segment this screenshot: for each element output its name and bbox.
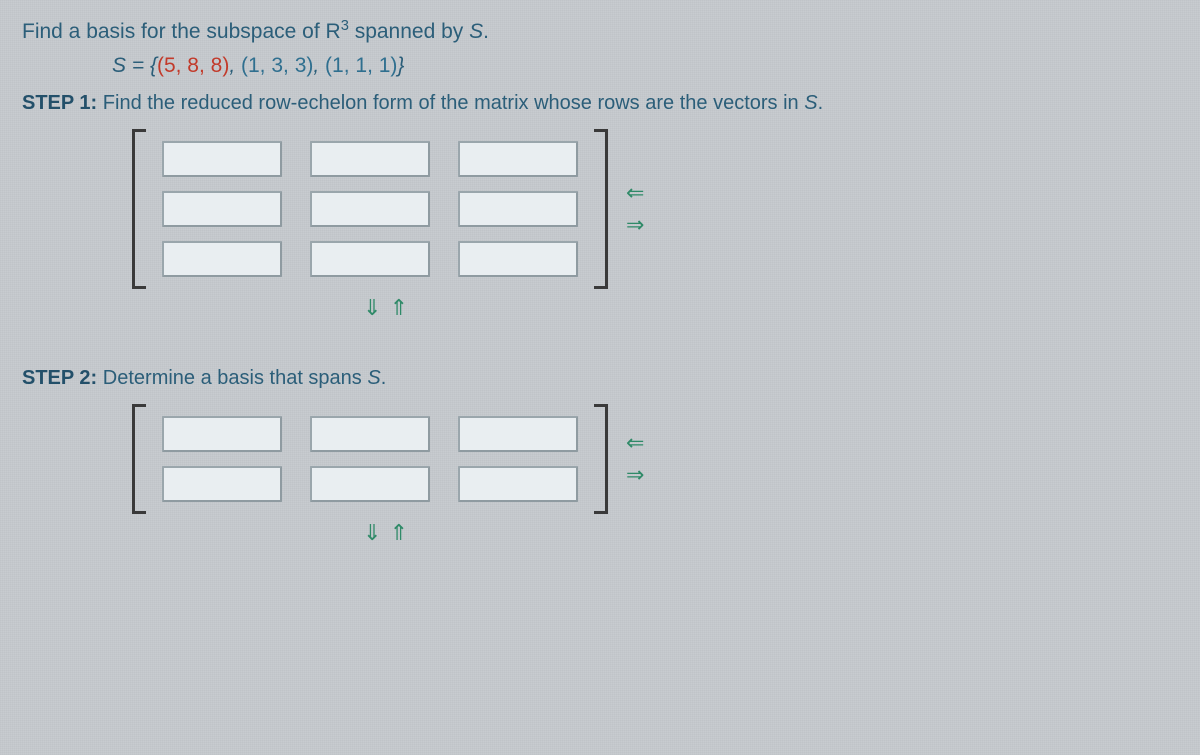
matrix-2-cell-0-1[interactable] bbox=[310, 416, 430, 452]
bracket-right-icon bbox=[594, 129, 608, 289]
matrix-2-cell-0-2[interactable] bbox=[458, 416, 578, 452]
matrix-2-cell-1-2[interactable] bbox=[458, 466, 578, 502]
comma-1: , bbox=[229, 54, 241, 77]
question-prompt: Find a basis for the subspace of R3 span… bbox=[22, 18, 1178, 44]
matrix-2-block: ⇐ ⇒ ⇓ ⇑ bbox=[132, 404, 1178, 546]
matrix-2-cell-0-0[interactable] bbox=[162, 416, 282, 452]
remove-col-button[interactable]: ⇐ bbox=[626, 182, 644, 204]
matrix-1-cell-2-1[interactable] bbox=[310, 241, 430, 277]
matrix-1-cell-0-0[interactable] bbox=[162, 141, 282, 177]
matrix-1-cell-1-2[interactable] bbox=[458, 191, 578, 227]
add-col-button[interactable]: ⇒ bbox=[626, 214, 644, 236]
matrix-1-block: ⇐ ⇒ ⇓ ⇑ bbox=[132, 129, 1178, 321]
matrix-1-cell-2-0[interactable] bbox=[162, 241, 282, 277]
matrix-1-cell-0-2[interactable] bbox=[458, 141, 578, 177]
matrix-1-cell-0-1[interactable] bbox=[310, 141, 430, 177]
step-2-tail: . bbox=[381, 367, 387, 389]
step-1-label: STEP 1: bbox=[22, 92, 97, 114]
matrix-1-cell-2-2[interactable] bbox=[458, 241, 578, 277]
step-2-label: STEP 2: bbox=[22, 367, 97, 389]
set-definition: S = {(5, 8, 8), (1, 3, 3), (1, 1, 1)} bbox=[112, 54, 1178, 78]
row-controls: ⇓ ⇑ bbox=[362, 295, 1178, 321]
step-1-heading: STEP 1: Find the reduced row-echelon for… bbox=[22, 92, 1178, 115]
step-1-S: S bbox=[804, 92, 817, 114]
period: . bbox=[483, 20, 489, 43]
remove-col-button[interactable]: ⇐ bbox=[626, 432, 644, 454]
bracket-left-icon bbox=[132, 404, 146, 514]
step-2-text: Determine a basis that spans bbox=[103, 367, 368, 389]
matrix-1-cell-1-1[interactable] bbox=[310, 191, 430, 227]
matrix-1-cell-1-0[interactable] bbox=[162, 191, 282, 227]
col-controls-2: ⇐ ⇒ bbox=[626, 404, 644, 514]
set-close: } bbox=[397, 54, 404, 77]
step-2-heading: STEP 2: Determine a basis that spans S. bbox=[22, 367, 1178, 390]
prompt-prefix: Find a basis for the subspace of bbox=[22, 20, 326, 43]
space-R: R bbox=[326, 20, 341, 43]
add-row-button[interactable]: ⇓ bbox=[363, 295, 381, 320]
step-1-tail: . bbox=[818, 92, 824, 114]
add-row-button[interactable]: ⇓ bbox=[363, 520, 381, 545]
S-var: S bbox=[469, 20, 483, 43]
matrix-2-cell-1-1[interactable] bbox=[310, 466, 430, 502]
vector-2: (1, 3, 3) bbox=[241, 54, 313, 77]
vector-1: (5, 8, 8) bbox=[157, 54, 229, 77]
step-1-text: Find the reduced row-echelon form of the… bbox=[103, 92, 804, 114]
bracket-right-icon bbox=[594, 404, 608, 514]
set-open: S = { bbox=[112, 54, 157, 77]
vector-3: (1, 1, 1) bbox=[325, 54, 397, 77]
matrix-2-cell-1-0[interactable] bbox=[162, 466, 282, 502]
add-col-button[interactable]: ⇒ bbox=[626, 464, 644, 486]
matrix-1-grid bbox=[146, 129, 594, 289]
matrix-2-grid bbox=[146, 404, 594, 514]
step-2-S: S bbox=[367, 367, 380, 389]
comma-2: , bbox=[313, 54, 325, 77]
bracket-left-icon bbox=[132, 129, 146, 289]
remove-row-button[interactable]: ⇑ bbox=[390, 520, 408, 545]
row-controls-2: ⇓ ⇑ bbox=[362, 520, 1178, 546]
prompt-suffix: spanned by bbox=[349, 20, 469, 43]
remove-row-button[interactable]: ⇑ bbox=[390, 295, 408, 320]
col-controls: ⇐ ⇒ bbox=[626, 129, 644, 289]
space-exp: 3 bbox=[341, 18, 349, 34]
